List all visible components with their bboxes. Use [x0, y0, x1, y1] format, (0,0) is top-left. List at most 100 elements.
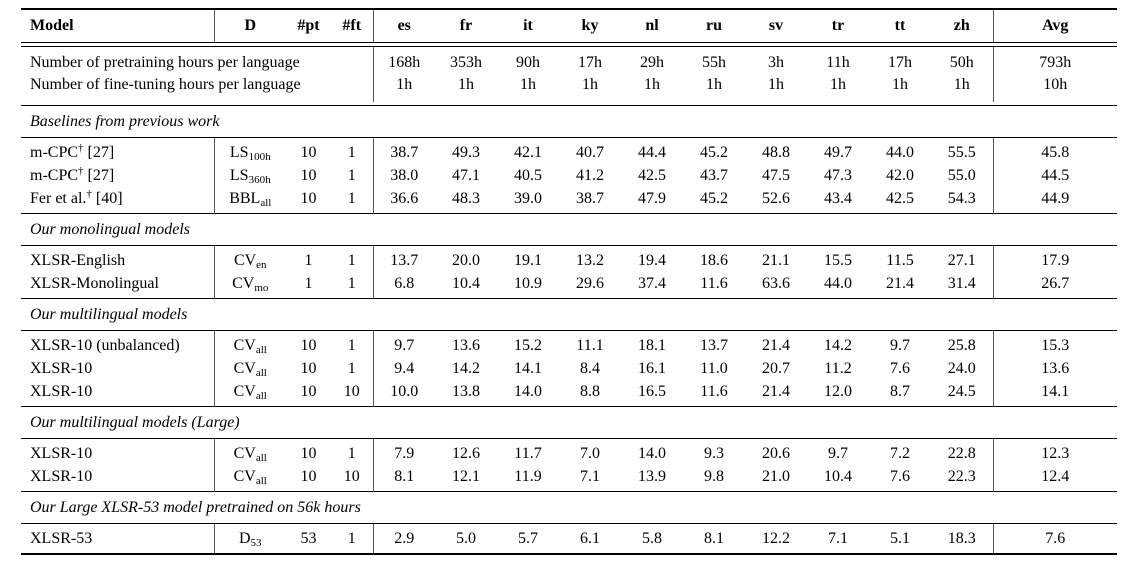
hours-value: 11h [826, 54, 850, 71]
dataset-name: CV [233, 467, 256, 485]
value-cell: 7.1 [580, 467, 600, 485]
citation-ref: [40] [95, 189, 123, 207]
value-cell: 44.4 [638, 143, 666, 161]
value-cell: 11.6 [700, 382, 728, 400]
table-row: XLSR-10 CVall 10 10 8.1 12.1 11.9 7.1 13… [21, 465, 1117, 492]
value-cell: 7.9 [372, 438, 435, 465]
table-row: m-CPC† [27] LS100h 10 1 38.7 49.3 42.1 40… [21, 137, 1117, 164]
avg-cell: 26.7 [992, 272, 1117, 299]
value-cell: 11.0 [700, 359, 728, 377]
value-cell: 14.1 [514, 359, 542, 377]
results-table: Model D #pt #ft es fr it ky nl ru sv tr … [21, 8, 1117, 555]
value-cell: 19.4 [638, 251, 666, 269]
value-cell: 7.1 [828, 529, 848, 547]
value-cell: 11.2 [824, 359, 852, 377]
hours-label: Number of pretraining hours per language [30, 54, 300, 71]
hours-value: 1h [644, 76, 660, 93]
dataset-cell: D53 [213, 523, 286, 554]
hours-value: 353h [450, 54, 482, 71]
avg-cell: 44.9 [992, 187, 1117, 214]
value-cell: 16.5 [638, 382, 666, 400]
value-cell: 9.8 [704, 467, 724, 485]
col-header-lang: sv [745, 9, 807, 43]
value-cell: 8.4 [580, 359, 600, 377]
section-monolingual: Our monolingual models XLSR-English CVen… [21, 213, 1117, 299]
double-rule-spacer [21, 42, 1117, 47]
model-cell: XLSR-10 [21, 439, 214, 466]
value-cell: 21.4 [886, 274, 914, 292]
ft-cell: 1 [347, 166, 356, 184]
value-cell: 14.2 [452, 359, 480, 377]
dataset-name: CV [233, 444, 256, 462]
table-row: XLSR-10 (unbalanced) CVall 10 1 9.7 13.6… [21, 330, 1117, 357]
value-cell: 6.8 [372, 272, 435, 299]
value-cell: 5.8 [642, 529, 662, 547]
value-cell: 7.0 [580, 444, 600, 462]
section-title-row: Baselines from previous work [21, 105, 1117, 138]
header-row: Model D #pt #ft es fr it ky nl ru sv tr … [21, 9, 1117, 43]
value-cell: 43.7 [700, 166, 728, 184]
ft-cell: 1 [347, 143, 356, 161]
value-cell: 48.3 [452, 189, 480, 207]
value-cell: 38.7 [372, 137, 435, 164]
ft-cell: 1 [347, 444, 356, 462]
hours-label: Number of fine-tuning hours per language [30, 76, 301, 93]
hours-value: 1h [582, 76, 598, 93]
avg-cell: 45.8 [992, 137, 1117, 164]
value-cell: 20.7 [762, 359, 790, 377]
value-cell: 10.0 [372, 380, 435, 407]
dataset-cell: LS360h [213, 164, 286, 187]
value-cell: 27.1 [947, 251, 976, 269]
dataset-name: CV [233, 251, 257, 269]
dataset-name: CV [233, 336, 256, 354]
value-cell: 40.5 [514, 166, 542, 184]
value-cell: 8.1 [372, 465, 435, 492]
hours-value: 1h [830, 76, 846, 93]
hours-value: 1h [768, 76, 784, 93]
avg-cell: 13.6 [992, 357, 1117, 380]
value-cell: 16.1 [638, 359, 666, 377]
col-header-lang: es [372, 9, 435, 43]
value-cell: 39.0 [514, 189, 542, 207]
section-title: Our multilingual models [21, 298, 1117, 331]
value-cell: 13.2 [576, 251, 604, 269]
value-cell: 10.4 [824, 467, 852, 485]
value-cell: 37.4 [638, 274, 666, 292]
dataset-subscript: mo [254, 281, 269, 294]
model-name: XLSR-English [30, 251, 126, 269]
value-cell: 21.4 [762, 336, 790, 354]
dataset-subscript: en [256, 258, 267, 271]
dataset-subscript: all [260, 196, 272, 209]
table-row: XLSR-10 CVall 10 10 10.0 13.8 14.0 8.8 1… [21, 380, 1117, 407]
ft-cell: 1 [347, 336, 356, 354]
table-row: XLSR-Monolingual CVmo 1 1 6.8 10.4 10.9 … [21, 272, 1117, 299]
hours-value: 29h [640, 54, 664, 71]
pt-cell: 10 [300, 359, 317, 377]
value-cell: 31.4 [947, 274, 976, 292]
value-cell: 44.0 [824, 274, 852, 292]
dataset-name: CV [233, 359, 256, 377]
hours-value: 1h [892, 76, 908, 93]
value-cell: 22.8 [947, 444, 976, 462]
col-header-model: Model [21, 9, 214, 43]
section-title: Our multilingual models (Large) [21, 406, 1117, 439]
section-title-row: Our multilingual models (Large) [21, 406, 1117, 439]
pt-cell: 1 [304, 274, 313, 292]
value-cell: 41.2 [576, 166, 604, 184]
section-title: Our Large XLSR-53 model pretrained on 56… [21, 491, 1117, 524]
dataset-subscript: all [255, 343, 267, 356]
value-cell: 55.0 [947, 166, 976, 184]
value-cell: 13.7 [700, 336, 728, 354]
section-title-row: Our Large XLSR-53 model pretrained on 56… [21, 491, 1117, 524]
hours-value: 50h [949, 54, 974, 71]
dataset-subscript: all [255, 474, 267, 487]
pt-cell: 10 [300, 336, 317, 354]
hours-value: 55h [702, 54, 726, 71]
table-row: XLSR-English CVen 1 1 13.7 20.0 19.1 13.… [21, 245, 1117, 273]
value-cell: 11.6 [700, 274, 728, 292]
section-title-row: Our monolingual models [21, 213, 1117, 246]
hours-value: 3h [768, 54, 784, 71]
value-cell: 43.4 [824, 189, 852, 207]
model-cell: XLSR-English [21, 246, 214, 273]
value-cell: 42.5 [886, 189, 914, 207]
